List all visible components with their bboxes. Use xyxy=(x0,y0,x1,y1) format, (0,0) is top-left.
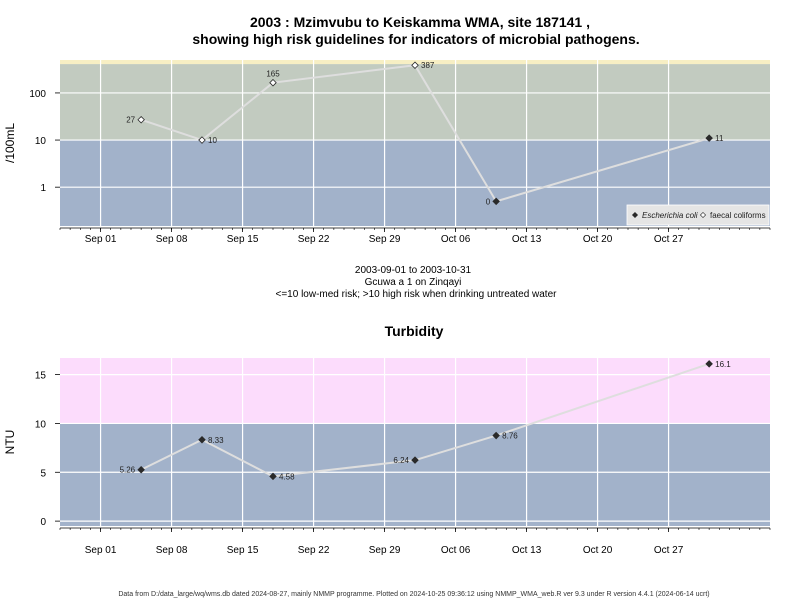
legend-box xyxy=(626,204,770,226)
turbidity-plot: Sep 01 Sep 08 Sep 15 Sep 22 Sep 29 Oct 06 Oct … xyxy=(3,358,771,556)
x-tick-label: Oct 27 xyxy=(654,234,684,245)
legend-marker-filled xyxy=(631,211,639,219)
x-tick-label: Sep 22 xyxy=(298,545,330,556)
footer-note: Data from D:/data_large/wq/wms.db dated … xyxy=(118,591,709,598)
y-axis-label: /100mL xyxy=(3,123,17,163)
chart-title: 2003 : Mzimvubu to Keiskamma WMA, site 1… xyxy=(250,14,590,30)
x-tick-label: Oct 20 xyxy=(583,545,613,556)
y-tick-label: 15 xyxy=(35,371,47,382)
data-label: 6.24 xyxy=(393,456,409,465)
data-label: 5.26 xyxy=(120,466,136,475)
data-label: 165 xyxy=(266,70,280,79)
risk-band-1 xyxy=(60,64,770,141)
legend-item-ecoli: Escherichia coli xyxy=(642,211,698,220)
data-label: 11 xyxy=(715,134,724,143)
x-tick-label: Sep 29 xyxy=(369,545,401,556)
data-point xyxy=(137,465,145,474)
x-tick-label: Oct 13 xyxy=(512,234,542,245)
series-line xyxy=(140,64,710,203)
data-label: 8.33 xyxy=(208,436,224,445)
legend-item-faecal: faecal coliforms xyxy=(710,211,766,220)
chart-title-line-2: showing high risk guidelines for indicat… xyxy=(192,31,639,47)
data-point xyxy=(198,136,206,144)
caption-guideline: <=10 low-med risk; >10 high risk when dr… xyxy=(276,289,558,300)
y-tick-label: 10 xyxy=(35,136,47,147)
risk-band-1 xyxy=(60,358,770,424)
x-tick-label: Sep 01 xyxy=(85,234,117,245)
legend-marker-open xyxy=(699,211,707,219)
x-tick-label: Oct 27 xyxy=(654,545,684,556)
x-tick-label: Oct 13 xyxy=(512,545,542,556)
x-tick-label: Oct 20 xyxy=(583,234,613,245)
turbidity-title: Turbidity xyxy=(385,323,444,339)
data-point xyxy=(411,456,419,464)
data-point xyxy=(137,115,145,124)
data-point xyxy=(269,472,277,481)
x-tick-label: Sep 29 xyxy=(369,234,401,245)
data-point xyxy=(411,61,419,70)
data-label: 8.76 xyxy=(502,432,518,441)
y-axis-label: NTU xyxy=(3,430,17,455)
y-tick-label: 1 xyxy=(40,183,46,194)
x-tick-label: Oct 06 xyxy=(441,545,471,556)
caption-site: Gcuwa a 1 on Zinqayi xyxy=(365,277,462,288)
data-point xyxy=(492,197,500,206)
y-tick-label: 0 xyxy=(40,517,46,528)
x-tick-label: Sep 15 xyxy=(227,234,259,245)
data-point xyxy=(705,360,713,368)
y-tick-label: 5 xyxy=(40,468,46,479)
y-tick-label: 100 xyxy=(29,89,46,100)
microbial-plot: Sep 01 Sep 08 Sep 15 Sep 22 Sep 29 Oct 06 Oct … xyxy=(3,60,771,245)
x-tick-label: Sep 01 xyxy=(85,545,117,556)
data-label: 0 xyxy=(486,197,491,206)
data-label: 10 xyxy=(208,136,217,145)
data-point xyxy=(269,78,277,87)
x-tick-label: Sep 15 xyxy=(227,545,259,556)
data-label: 387 xyxy=(421,61,435,70)
caption-date-range: 2003-09-01 to 2003-10-31 xyxy=(355,265,472,276)
data-point xyxy=(492,431,500,440)
x-tick-label: Sep 08 xyxy=(156,234,188,245)
y-tick-label: 10 xyxy=(35,419,47,430)
x-tick-label: Sep 22 xyxy=(298,234,330,245)
risk-band-0 xyxy=(60,423,770,526)
data-label: 16.1 xyxy=(715,360,731,369)
series-line xyxy=(140,362,710,478)
data-point xyxy=(198,435,206,444)
data-point xyxy=(705,134,713,142)
data-label: 27 xyxy=(126,116,135,125)
data-label: 4.58 xyxy=(279,472,295,481)
x-tick-label: Oct 06 xyxy=(441,234,471,245)
x-tick-label: Sep 08 xyxy=(156,545,188,556)
